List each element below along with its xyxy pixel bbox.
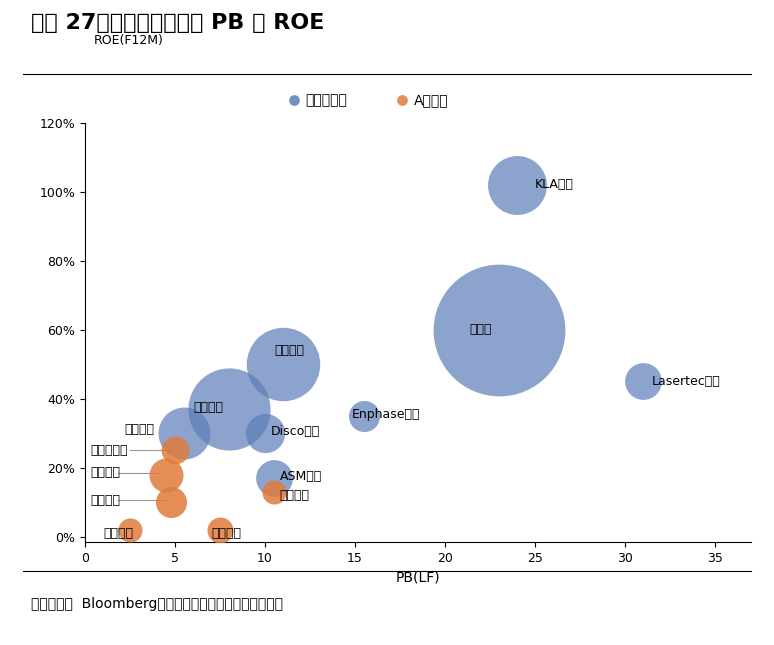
Text: Enphase能源: Enphase能源 [351, 408, 420, 421]
Text: 图表 27、半导体设备行业 PB 与 ROE: 图表 27、半导体设备行业 PB 与 ROE [31, 13, 324, 34]
Text: A股龙头: A股龙头 [414, 93, 449, 107]
Text: ROE(F12M): ROE(F12M) [94, 34, 164, 47]
Point [358, 411, 370, 421]
Text: 应用材料: 应用材料 [193, 401, 223, 413]
Point [268, 486, 280, 497]
Text: 北方华创: 北方华创 [91, 466, 121, 479]
Text: ASM公司: ASM公司 [279, 470, 322, 482]
Point [223, 404, 235, 414]
Point [637, 376, 649, 386]
Text: 半导体设备: 半导体设备 [306, 93, 348, 107]
Text: 沪硅产业: 沪硅产业 [103, 527, 133, 540]
Text: 拓荆科技: 拓荆科技 [279, 489, 310, 502]
Text: Lasertec公司: Lasertec公司 [652, 375, 721, 388]
Text: 盛美上海: 盛美上海 [211, 527, 241, 540]
Text: 资料来源：  Bloomberg，兴业证券经济与金融研究院整理: 资料来源： Bloomberg，兴业证券经济与金融研究院整理 [31, 597, 283, 611]
Point [277, 359, 289, 369]
Text: 泛林集团: 泛林集团 [274, 344, 304, 357]
Text: 爱德万测试: 爱德万测试 [91, 444, 128, 457]
Point [268, 473, 280, 483]
Point [493, 324, 505, 335]
Text: 东京电子: 东京电子 [125, 423, 155, 436]
Text: KLA公司: KLA公司 [535, 178, 574, 191]
X-axis label: PB(LF): PB(LF) [396, 570, 440, 584]
Text: Disco公司: Disco公司 [270, 425, 320, 438]
Point [178, 428, 190, 438]
Text: 中微公司: 中微公司 [91, 494, 121, 507]
Text: 阿斯麦: 阿斯麦 [470, 323, 492, 336]
Point [169, 445, 181, 455]
Point [214, 524, 226, 535]
Point [166, 497, 178, 507]
Point [511, 179, 523, 190]
Point [259, 428, 271, 438]
Point [124, 524, 136, 535]
Point [160, 470, 173, 480]
